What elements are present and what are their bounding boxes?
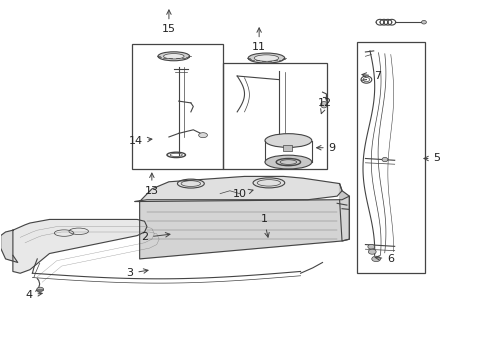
Polygon shape: [339, 184, 348, 241]
Polygon shape: [140, 196, 348, 259]
Text: 15: 15: [162, 10, 176, 35]
Ellipse shape: [247, 53, 284, 63]
Bar: [282, 145, 292, 151]
Text: 5: 5: [423, 153, 440, 163]
Text: 4: 4: [25, 290, 42, 300]
Text: 13: 13: [144, 173, 159, 196]
Ellipse shape: [367, 249, 375, 254]
Polygon shape: [13, 220, 147, 273]
Ellipse shape: [198, 133, 207, 138]
Text: 3: 3: [126, 268, 148, 278]
Text: 6: 6: [374, 254, 393, 264]
Text: 9: 9: [316, 143, 335, 153]
Ellipse shape: [371, 256, 380, 262]
Text: 2: 2: [141, 232, 170, 242]
Ellipse shape: [163, 54, 183, 59]
Ellipse shape: [264, 155, 311, 169]
Ellipse shape: [158, 52, 189, 61]
Ellipse shape: [254, 55, 278, 61]
Bar: [356, 42, 424, 273]
Bar: [132, 44, 222, 169]
Ellipse shape: [367, 244, 374, 249]
Polygon shape: [0, 230, 18, 262]
Ellipse shape: [37, 287, 43, 292]
Ellipse shape: [421, 21, 426, 24]
Text: 1: 1: [260, 215, 269, 237]
Ellipse shape: [381, 157, 387, 162]
Text: 10: 10: [232, 189, 252, 199]
Ellipse shape: [264, 134, 311, 148]
Text: 12: 12: [317, 98, 331, 114]
Ellipse shape: [320, 102, 327, 108]
Text: 14: 14: [129, 136, 152, 145]
Text: 7: 7: [361, 71, 381, 81]
Polygon shape: [135, 176, 341, 202]
Bar: [222, 63, 327, 169]
Text: 11: 11: [252, 28, 265, 52]
Text: 8: 8: [0, 359, 1, 360]
